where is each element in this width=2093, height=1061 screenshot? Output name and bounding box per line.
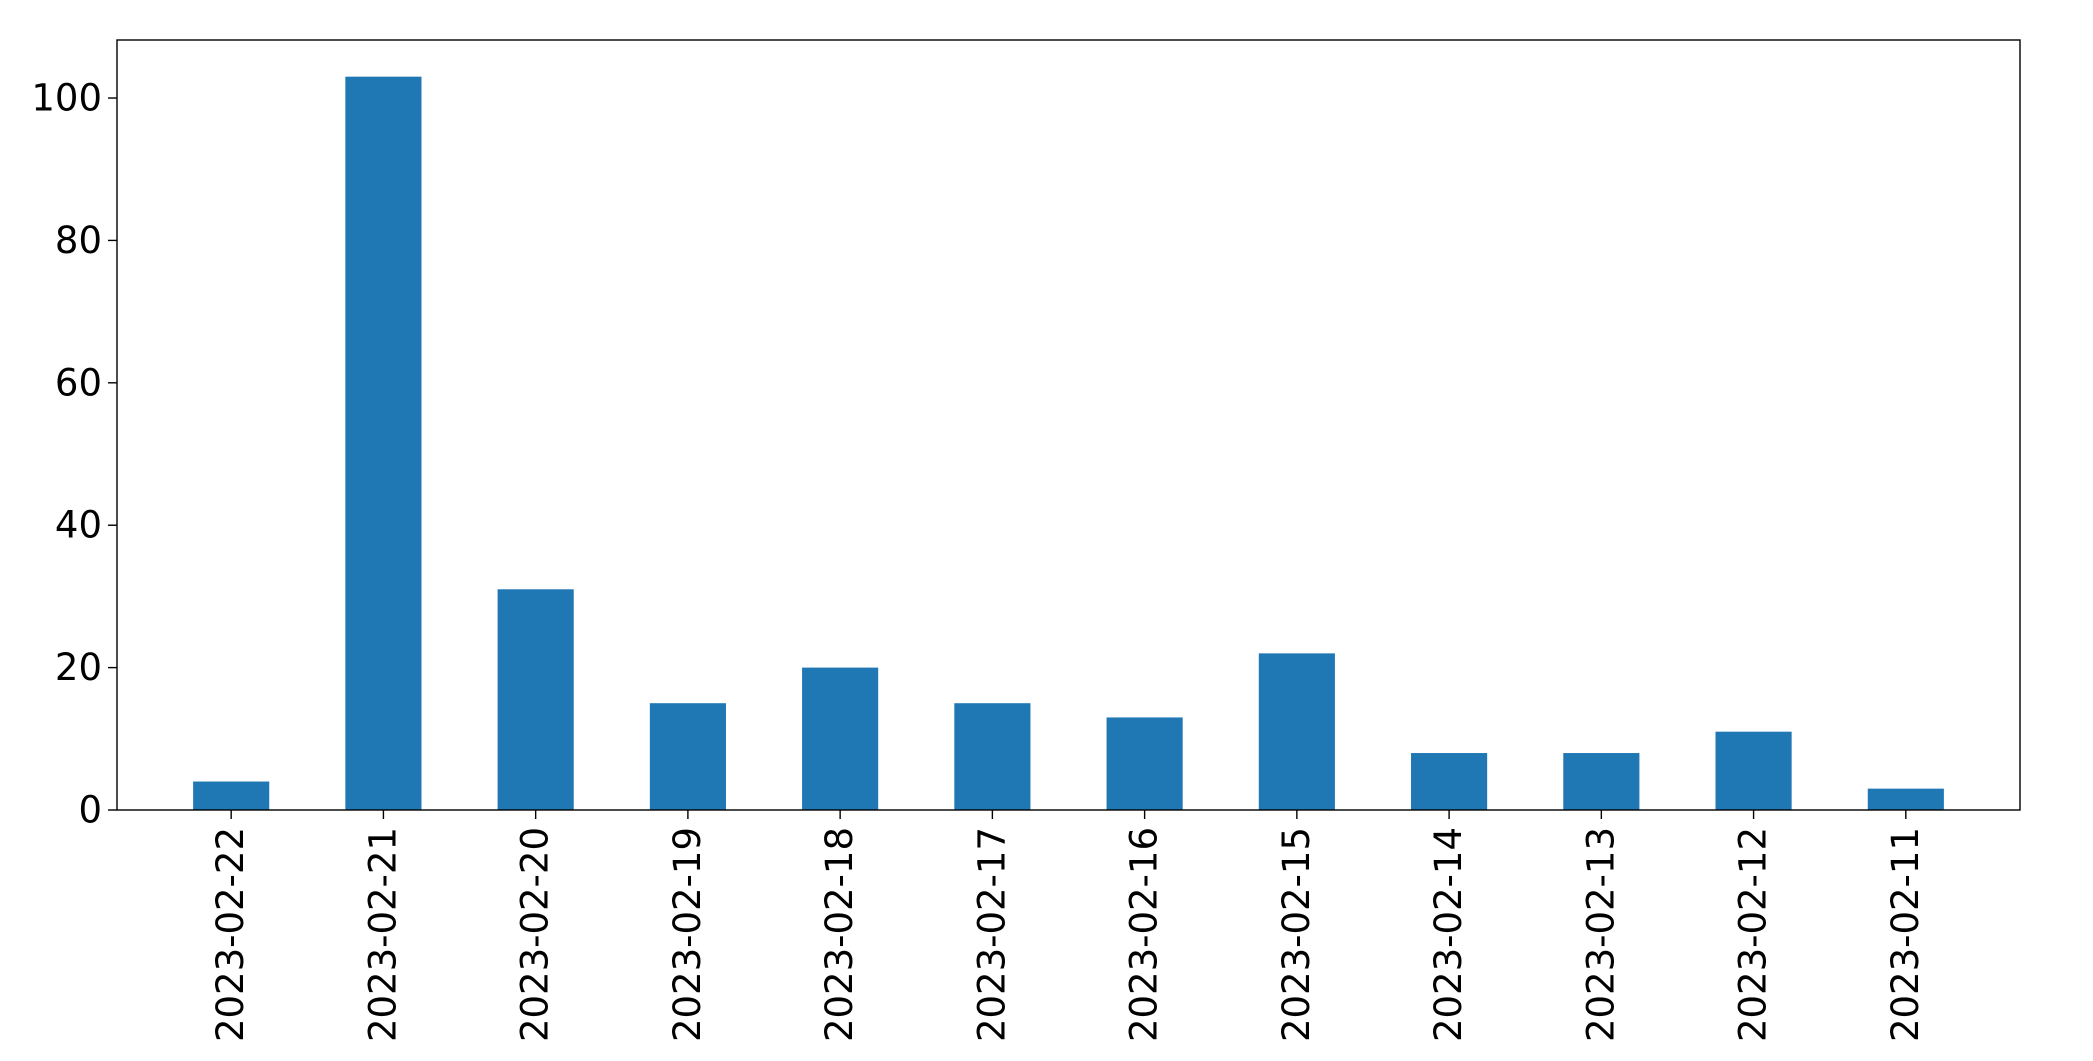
x-tick-label-2023-02-11: 2023-02-11 — [1884, 827, 1927, 1042]
x-tick-label-2023-02-17: 2023-02-17 — [970, 827, 1013, 1042]
x-tick-label-2023-02-21: 2023-02-21 — [361, 827, 404, 1042]
x-tick-label-2023-02-13: 2023-02-13 — [1579, 827, 1622, 1042]
bar-2023-02-17 — [954, 703, 1031, 810]
x-tick-label-2023-02-19: 2023-02-19 — [666, 827, 709, 1042]
x-tick-label-2023-02-22: 2023-02-22 — [209, 827, 252, 1042]
x-tick-label-2023-02-18: 2023-02-18 — [818, 827, 861, 1042]
x-tick-label-2023-02-14: 2023-02-14 — [1427, 827, 1470, 1042]
x-axis: 2023-02-22 2023-02-21 2023-02-20 2023-02-19… — [209, 810, 1927, 1042]
bar-2023-02-16 — [1106, 717, 1183, 810]
bar-2023-02-13 — [1563, 753, 1640, 810]
bar-2023-02-21 — [345, 76, 422, 810]
y-tick-label-60: 60 — [55, 361, 102, 404]
y-tick-label-20: 20 — [55, 646, 102, 689]
bar-2023-02-22 — [193, 781, 270, 810]
x-tick-label-2023-02-16: 2023-02-16 — [1123, 827, 1166, 1042]
y-tick-label-40: 40 — [55, 504, 102, 547]
x-tick-label-2023-02-15: 2023-02-15 — [1275, 827, 1318, 1042]
x-tick-label-2023-02-20: 2023-02-20 — [514, 827, 557, 1042]
bar-2023-02-14 — [1411, 753, 1488, 810]
y-tick-label-80: 80 — [55, 219, 102, 262]
y-tick-label-100: 100 — [31, 77, 102, 120]
bar-2023-02-12 — [1715, 731, 1792, 810]
x-tick-label-2023-02-12: 2023-02-12 — [1732, 827, 1775, 1042]
bar-2023-02-11 — [1867, 788, 1944, 810]
y-tick-label-0: 0 — [78, 789, 102, 832]
plot-frame — [116, 39, 2021, 811]
bars-group — [193, 76, 1944, 810]
bar-2023-02-18 — [802, 667, 879, 810]
bar-2023-02-20 — [497, 589, 574, 810]
bar-2023-02-15 — [1258, 653, 1335, 810]
y-axis: 0 20 40 60 80 100 — [31, 77, 117, 832]
bar-2023-02-19 — [649, 703, 726, 810]
